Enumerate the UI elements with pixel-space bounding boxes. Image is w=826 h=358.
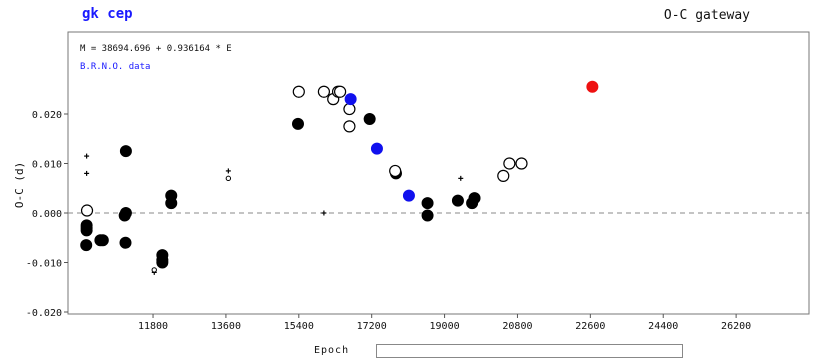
data-point-open [317,85,331,98]
plot-frame [67,31,810,315]
data-point-filled [119,145,132,158]
x-tick-label: 17200 [357,321,387,332]
data-point-small-open [225,175,232,182]
x-tick-label: 19000 [430,321,460,332]
x-tick-label: 20800 [502,321,532,332]
data-point-plus [458,175,464,181]
data-point-filled [80,239,93,252]
x-tick-label: 15400 [284,321,314,332]
y-axis-title: O-C (d) [13,162,26,208]
data-point-filled [421,209,434,222]
x-tick-label: 11800 [138,321,168,332]
y-tick-label: 0.010 [32,160,62,171]
data-point-filled [119,236,132,249]
data-point-filled [468,192,481,205]
data-point-plus [225,168,231,174]
data-point-open [334,85,347,98]
data-point-filled [402,189,415,202]
x-tick-label: 13600 [211,321,241,332]
data-point-open [80,204,94,217]
data-source-label: B.R.N.O. data [80,62,151,72]
data-point-plus [321,210,327,216]
y-tick-label: 0.020 [32,110,62,121]
elements-formula: M = 38694.696 + 0.936164 * E [80,44,232,54]
data-point-small-open [151,267,157,273]
data-point-filled [96,234,109,247]
data-point-filled [156,256,169,269]
data-point-filled [165,197,178,210]
y-tick-label: -0.010 [26,259,62,270]
data-point-filled [118,209,131,222]
data-point-open [389,164,402,178]
data-point-filled [291,117,304,130]
data-point-open [515,157,528,170]
data-point-filled [421,197,434,210]
data-point-plus [84,153,90,159]
data-point-open [497,169,510,182]
data-point-open [343,102,356,116]
y-tick-label: 0.000 [32,209,62,220]
gateway-label: O-C gateway [663,8,750,23]
data-point-filled [586,80,599,93]
data-point-open [292,85,305,98]
x-axis-title: Epoch [314,345,350,356]
data-point-open [503,157,516,170]
x-tick-label: 24400 [648,321,678,332]
y-tick-label: -0.020 [26,308,62,319]
data-point-filled [344,93,357,106]
data-point-filled [451,194,464,207]
data-point-filled [363,112,376,125]
star-name-title: gk cep [82,6,133,22]
data-point-plus [84,170,90,176]
epoch-input-box[interactable] [376,344,683,358]
data-point-open [343,120,356,133]
data-point-filled [370,142,383,155]
x-tick-label: 22600 [575,321,605,332]
data-point-filled [80,224,93,237]
x-tick-label: 26200 [721,321,751,332]
